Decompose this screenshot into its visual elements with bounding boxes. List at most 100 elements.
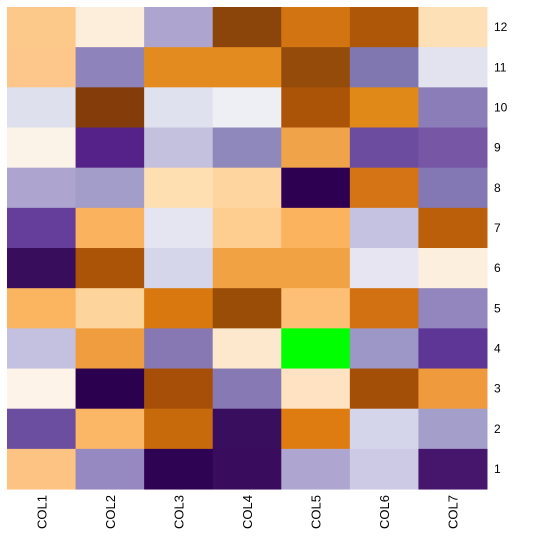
heatmap-cell-r4-col5 — [281, 328, 351, 370]
row-label-4: 4 — [494, 341, 501, 355]
heatmap-cell-r6-col3 — [144, 248, 214, 289]
column-label-col5: COL5 — [309, 495, 324, 529]
heatmap-cell-r2-col7 — [418, 408, 488, 450]
row-label-1: 1 — [494, 462, 501, 476]
heatmap-cell-r11-col7 — [418, 47, 488, 88]
heatmap-cell-r1-col1 — [7, 448, 77, 490]
row-labels: 12 11 10 9 8 7 6 5 4 3 2 1 — [494, 20, 508, 476]
heatmap-cell-r6-col4 — [212, 248, 282, 289]
heatmap-cell-r12-col5 — [281, 7, 351, 48]
heatmap-cell-r5-col4 — [212, 288, 282, 329]
heatmap-cell-r9-col2 — [75, 127, 145, 169]
heatmap-cell-r8-col6 — [349, 167, 419, 209]
heatmap-cell-r3-col1 — [7, 368, 77, 410]
row-label-3: 3 — [494, 382, 501, 396]
heatmap-cell-r4-col2 — [75, 328, 145, 370]
row-label-7: 7 — [494, 221, 501, 235]
heatmap-cell-r4-col6 — [349, 328, 419, 370]
heatmap-cell-r2-col4 — [212, 408, 282, 450]
heatmap-cell-r2-col3 — [144, 408, 214, 450]
heatmap-cell-r7-col4 — [212, 207, 282, 249]
heatmap-cells — [7, 7, 488, 490]
heatmap-cell-r10-col3 — [144, 87, 214, 129]
heatmap-cell-r1-col5 — [281, 448, 351, 490]
heatmap-cell-r2-col1 — [7, 408, 77, 450]
heatmap-cell-r11-col2 — [75, 47, 145, 88]
heatmap-cell-r11-col5 — [281, 47, 351, 88]
heatmap-cell-r8-col5 — [281, 167, 351, 209]
heatmap-cell-r7-col3 — [144, 207, 214, 249]
column-label-col2: COL2 — [103, 495, 118, 529]
heatmap-cell-r10-col5 — [281, 87, 351, 129]
heatmap-cell-r10-col7 — [418, 87, 488, 129]
heatmap-cell-r1-col4 — [212, 448, 282, 490]
heatmap-cell-r3-col2 — [75, 368, 145, 410]
heatmap-cell-r9-col1 — [7, 127, 77, 169]
heatmap-cell-r9-col4 — [212, 127, 282, 169]
heatmap-cell-r1-col6 — [349, 448, 419, 490]
heatmap-cell-r7-col2 — [75, 207, 145, 249]
row-label-6: 6 — [494, 261, 501, 275]
column-label-col6: COL6 — [377, 495, 392, 529]
heatmap-cell-r8-col3 — [144, 167, 214, 209]
column-label-col1: COL1 — [34, 495, 49, 529]
heatmap-cell-r1-col3 — [144, 448, 214, 490]
heatmap-cell-r1-col2 — [75, 448, 145, 490]
heatmap-cell-r5-col3 — [144, 288, 214, 329]
row-label-12: 12 — [494, 20, 508, 34]
heatmap-cell-r4-col4 — [212, 328, 282, 370]
heatmap-cell-r9-col5 — [281, 127, 351, 169]
column-labels: COL1 COL2 COL3 COL4 COL5 COL6 COL7 — [34, 495, 460, 529]
heatmap-cell-r5-col7 — [418, 288, 488, 329]
heatmap-cell-r7-col6 — [349, 207, 419, 249]
heatmap-cell-r12-col2 — [75, 7, 145, 48]
heatmap-cell-r2-col2 — [75, 408, 145, 450]
row-label-8: 8 — [494, 181, 501, 195]
row-label-11: 11 — [494, 60, 507, 74]
heatmap-cell-r3-col5 — [281, 368, 351, 410]
heatmap-cell-r4-col1 — [7, 328, 77, 370]
heatmap-cell-r1-col7 — [418, 448, 488, 490]
row-label-5: 5 — [494, 301, 501, 315]
heatmap-cell-r9-col3 — [144, 127, 214, 169]
heatmap-cell-r11-col4 — [212, 47, 282, 88]
heatmap-cell-r11-col6 — [349, 47, 419, 88]
heatmap-cell-r12-col7 — [418, 7, 488, 48]
row-label-2: 2 — [494, 422, 501, 436]
heatmap-cell-r7-col7 — [418, 207, 488, 249]
heatmap-cell-r8-col7 — [418, 167, 488, 209]
heatmap-cell-r6-col1 — [7, 248, 77, 289]
heatmap-cell-r3-col7 — [418, 368, 488, 410]
heatmap-cell-r7-col5 — [281, 207, 351, 249]
heatmap-cell-r5-col2 — [75, 288, 145, 329]
heatmap-cell-r2-col6 — [349, 408, 419, 450]
heatmap-cell-r12-col1 — [7, 7, 77, 48]
heatmap-cell-r11-col3 — [144, 47, 214, 88]
heatmap-cell-r3-col6 — [349, 368, 419, 410]
heatmap-cell-r6-col6 — [349, 248, 419, 289]
row-label-9: 9 — [494, 141, 501, 155]
heatmap-cell-r10-col2 — [75, 87, 145, 129]
heatmap-cell-r8-col4 — [212, 167, 282, 209]
heatmap-cell-r5-col1 — [7, 288, 77, 329]
heatmap-cell-r6-col7 — [418, 248, 488, 289]
heatmap-cell-r3-col3 — [144, 368, 214, 410]
heatmap-cell-r9-col7 — [418, 127, 488, 169]
heatmap-cell-r5-col6 — [349, 288, 419, 329]
column-label-col4: COL4 — [240, 495, 255, 529]
heatmap-cell-r4-col3 — [144, 328, 214, 370]
heatmap-cell-r2-col5 — [281, 408, 351, 450]
heatmap-cell-r6-col5 — [281, 248, 351, 289]
column-label-col7: COL7 — [446, 495, 461, 529]
heatmap-cell-r7-col1 — [7, 207, 77, 249]
heatmap-cell-r8-col1 — [7, 167, 77, 209]
column-label-col3: COL3 — [171, 495, 186, 529]
heatmap-cell-r3-col4 — [212, 368, 282, 410]
heatmap-cell-r4-col7 — [418, 328, 488, 370]
heatmap-cell-r5-col5 — [281, 288, 351, 329]
heatmap-cell-r8-col2 — [75, 167, 145, 209]
row-label-10: 10 — [494, 100, 508, 114]
heatmap-cell-r9-col6 — [349, 127, 419, 169]
heatmap-cell-r12-col6 — [349, 7, 419, 48]
